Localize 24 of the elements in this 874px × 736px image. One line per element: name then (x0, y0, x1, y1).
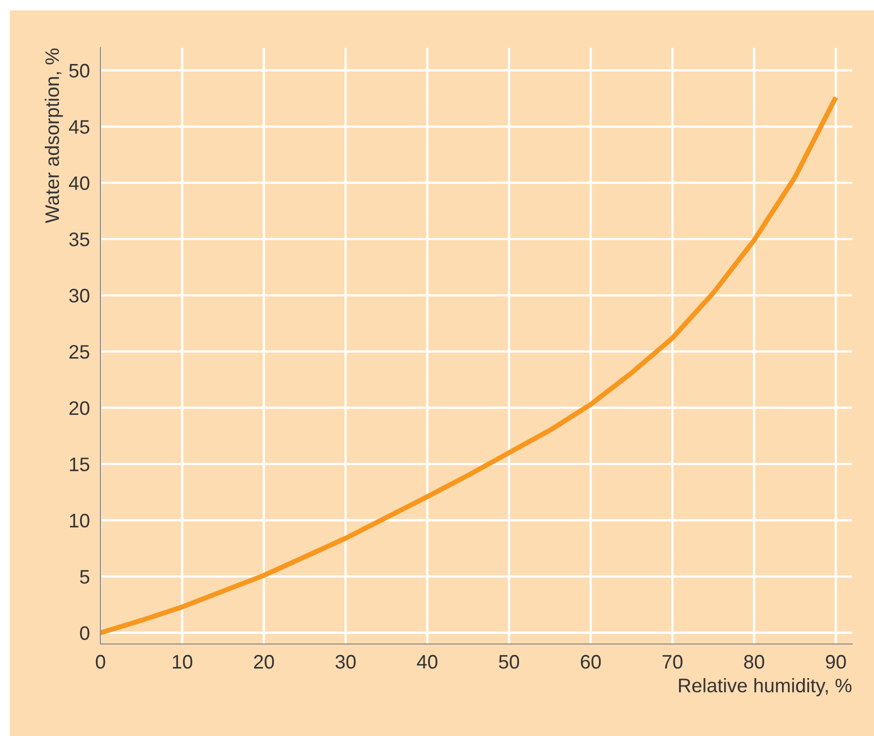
y-axis-title: Water adsorption, % (44, 48, 63, 224)
y-tick-label: 40 (68, 176, 90, 190)
x-tick-label: 60 (580, 654, 601, 669)
y-tick-label: 35 (69, 232, 90, 246)
x-tick-label: 30 (336, 654, 356, 669)
x-tick-label: 40 (416, 654, 438, 669)
y-tick-label: 25 (69, 345, 90, 359)
y-tick-label: 5 (80, 570, 90, 584)
x-tick-label: 70 (662, 654, 682, 669)
y-tick-label: 10 (70, 514, 90, 528)
y-tick-label: 15 (70, 458, 90, 472)
y-tick-label: 0 (80, 626, 90, 640)
x-axis-title: Relative humidity, % (679, 678, 852, 696)
y-tick-label: 30 (69, 288, 90, 303)
x-tick-label: 50 (498, 654, 520, 669)
x-tick-label: 20 (254, 654, 274, 669)
y-tick-label: 45 (68, 120, 90, 134)
y-tick-label: 20 (69, 401, 90, 416)
x-tick-label: 90 (826, 654, 846, 669)
line-series (100, 94, 838, 636)
x-tick-label: 0 (96, 654, 106, 669)
y-tick-label: 50 (69, 64, 90, 78)
x-tick-label: 80 (744, 654, 764, 669)
x-tick-label: 10 (172, 654, 192, 669)
